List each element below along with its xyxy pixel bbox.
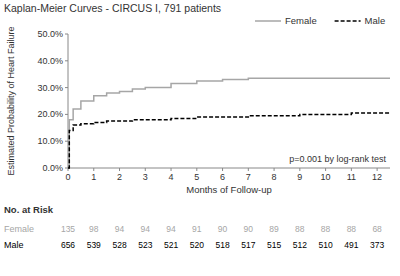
title: Kaplan-Meier Curves - CIRCUS I, 791 pati…: [4, 2, 221, 14]
x-tick: [119, 168, 120, 171]
risk-row-label: Male: [4, 240, 24, 250]
risk-count: 89: [269, 224, 279, 234]
x-tick: [93, 168, 94, 171]
x-tick-label: 9: [297, 172, 302, 182]
risk-table-title: No. at Risk: [4, 204, 54, 215]
x-tick-label: 8: [272, 172, 277, 182]
risk-count: 517: [241, 240, 255, 250]
y-tick: [65, 141, 68, 142]
x-tick-label: 2: [117, 172, 122, 182]
x-tick: [196, 168, 197, 171]
x-tick: [145, 168, 146, 171]
risk-count: 539: [87, 240, 101, 250]
chart: Kaplan-Meier Curves - CIRCUS I, 791 pati…: [0, 0, 400, 276]
x-tick-label: 5: [194, 172, 199, 182]
risk-count: 510: [319, 240, 333, 250]
x-axis: [68, 168, 390, 169]
x-tick-label: 6: [220, 172, 225, 182]
legend-entry: Male: [335, 15, 386, 26]
x-tick-label: 4: [169, 172, 174, 182]
x-tick-label: 0: [65, 172, 70, 182]
x-axis-label: Months of Follow-up: [186, 184, 272, 195]
x-tick: [299, 168, 300, 171]
y-tick: [65, 114, 68, 115]
background: [0, 0, 400, 276]
risk-count: 520: [190, 240, 204, 250]
y-tick: [65, 60, 68, 61]
x-tick-label: 7: [246, 172, 251, 182]
risk-count: 512: [293, 240, 307, 250]
x-tick: [274, 168, 275, 171]
risk-count: 94: [166, 224, 176, 234]
x-tick: [171, 168, 172, 171]
plot-area: [68, 78, 390, 168]
y-tick-label: 40.0%: [37, 56, 63, 66]
risk-count: 91: [192, 224, 202, 234]
risk-count: 518: [215, 240, 229, 250]
risk-count: 515: [267, 240, 281, 250]
y-tick-label: 10.0%: [37, 136, 63, 146]
risk-count: 528: [112, 240, 126, 250]
risk-count: 90: [244, 224, 254, 234]
y-axis: [68, 34, 69, 168]
x-tick-label: 12: [372, 172, 382, 182]
risk-count: 98: [89, 224, 99, 234]
legend-swatch: [255, 20, 281, 22]
x-tick-label: 10: [321, 172, 331, 182]
x-tick-label: 1: [91, 172, 96, 182]
risk-count: 90: [218, 224, 228, 234]
y-tick-label: 30.0%: [37, 83, 63, 93]
annotation: p=0.001 by log-rank test: [289, 154, 386, 164]
x-tick: [377, 168, 378, 171]
km-curve: [68, 78, 390, 168]
risk-count: 88: [347, 224, 357, 234]
legend-label: Male: [365, 15, 386, 26]
risk-count: 88: [321, 224, 331, 234]
x-tick: [248, 168, 249, 171]
risk-count: 135: [61, 224, 75, 234]
risk-count: 523: [138, 240, 152, 250]
risk-count: 94: [141, 224, 151, 234]
risk-row-label: Female: [4, 224, 34, 234]
y-axis-label: Estimated Probability of Heart Failure: [6, 26, 16, 175]
x-tick-label: 11: [347, 172, 356, 182]
risk-count: 94: [115, 224, 125, 234]
y-tick-label: 20.0%: [37, 109, 63, 119]
y-tick: [65, 34, 68, 35]
x-tick-label: 3: [143, 172, 148, 182]
risk-count: 88: [295, 224, 305, 234]
km-curve: [68, 113, 390, 168]
y-tick: [65, 87, 68, 88]
risk-count: 656: [61, 240, 75, 250]
y-tick-label: 50.0%: [37, 29, 63, 39]
risk-count: 68: [372, 224, 382, 234]
risk-count: 491: [344, 240, 358, 250]
legend-swatch: [335, 20, 361, 22]
x-tick: [222, 168, 223, 171]
legend-entry: Female: [255, 15, 317, 26]
legend-label: Female: [285, 15, 317, 26]
x-tick: [325, 168, 326, 171]
risk-count: 521: [164, 240, 178, 250]
risk-count: 373: [370, 240, 384, 250]
y-tick-label: 0.0%: [42, 163, 63, 173]
x-tick: [351, 168, 352, 171]
